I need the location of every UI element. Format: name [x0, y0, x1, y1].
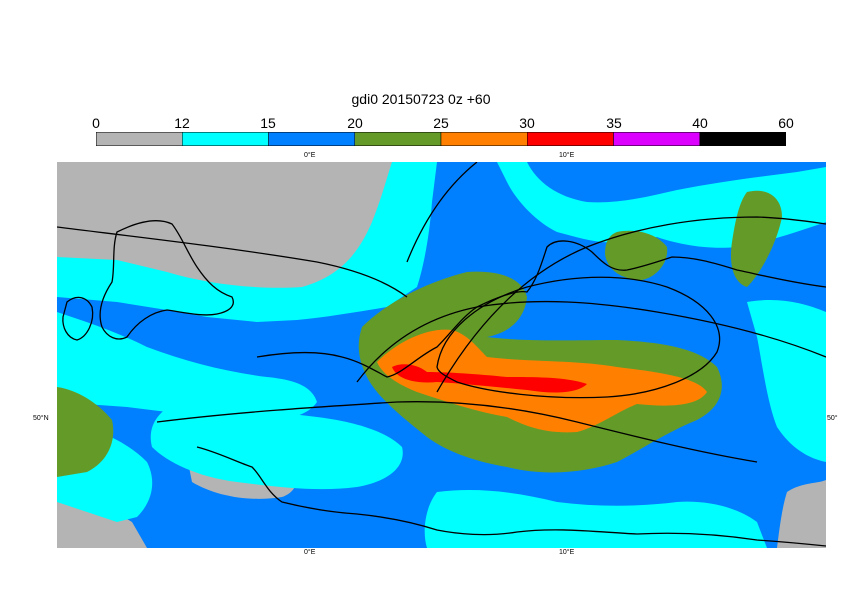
legend-swatch-3 — [354, 132, 442, 146]
cyan-region-northsea — [57, 162, 437, 322]
legend-label: 40 — [692, 115, 708, 131]
lon-tick-top-10: 10°E — [559, 152, 575, 159]
lat-tick-left: 50°N — [33, 415, 49, 422]
legend-label: 0 — [92, 115, 100, 131]
contour-line-3 — [436, 216, 826, 393]
legend-label: 20 — [347, 115, 363, 131]
contour-line-4 — [57, 226, 408, 298]
lon-tick-bottom-0: 0°E — [304, 549, 316, 556]
green-region-west — [57, 387, 114, 477]
legend-label: 12 — [174, 115, 190, 131]
coastline-south — [196, 446, 826, 547]
gray-region-southeast — [777, 480, 826, 548]
green-region-east — [730, 190, 782, 287]
lat-tick-right: 50° — [827, 415, 838, 422]
contour-ellipse — [436, 276, 721, 399]
legend-label: 15 — [260, 115, 276, 131]
contour-line-1 — [356, 300, 826, 383]
legend-swatch-2 — [268, 132, 355, 146]
lon-tick-bottom-10: 10°E — [559, 549, 575, 556]
color-legend-bar — [96, 132, 786, 146]
coastline-uk — [99, 220, 234, 340]
gray-region-southwest — [57, 497, 147, 548]
legend-swatch-7 — [699, 132, 786, 146]
legend-swatch-1 — [182, 132, 269, 146]
map-panel — [57, 162, 826, 548]
legend-label: 35 — [606, 115, 622, 131]
contour-line-5 — [156, 401, 758, 463]
legend-label: 25 — [433, 115, 449, 131]
cyan-region-france — [150, 402, 403, 490]
legend-label: 30 — [519, 115, 535, 131]
green-region-baltic — [605, 230, 668, 280]
contour-line-2 — [406, 162, 478, 263]
coastline-continent — [256, 240, 826, 378]
lon-tick-top-0: 0°E — [304, 152, 316, 159]
legend-swatch-0 — [96, 132, 183, 146]
cyan-region-east — [747, 300, 826, 462]
coastline-ireland — [62, 296, 94, 341]
legend-label: 60 — [778, 115, 794, 131]
red-region — [392, 364, 587, 393]
legend-swatch-4 — [440, 132, 528, 146]
legend-swatch-5 — [527, 132, 614, 146]
legend-swatch-6 — [613, 132, 700, 146]
chart-title: gdi0 20150723 0z +60 — [351, 91, 491, 107]
